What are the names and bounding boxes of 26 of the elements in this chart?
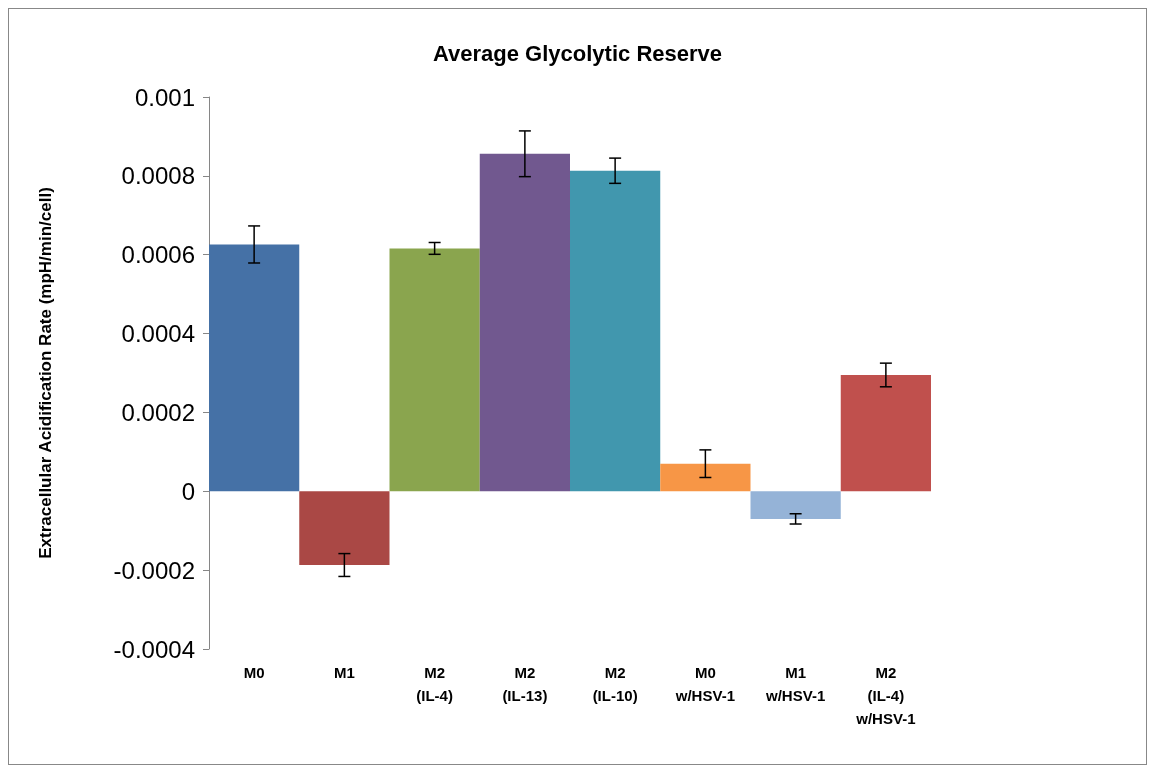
bar [209,244,300,492]
y-tick-label: 0.0006 [121,241,195,269]
x-tick-label: M0 [243,664,265,681]
y-tick-label: -0.0004 [113,635,195,663]
y-tick-label: -0.0002 [113,556,195,584]
x-tick-label: M2 (IL-13) [502,664,548,704]
x-tick-label: M1 w/HSV-1 [765,664,826,704]
x-tick-label: M2 (IL-4) [416,664,453,704]
chart-title: Average Glycolytic Reserve [432,40,723,66]
x-tick-label: M1 [333,664,355,681]
y-tick-label: 0 [181,477,195,505]
bar [840,374,931,492]
bar [660,463,751,492]
y-tick-label: 0.0002 [121,398,195,426]
bar [299,491,390,566]
bar [479,153,570,492]
y-tick-label: 0.0008 [121,162,195,190]
y-tick-label: 0.001 [134,83,195,111]
y-tick-label: 0.0004 [121,320,195,348]
y-axis-title: Extracellular Acidification Rate (mpH/min/cell) [36,187,55,559]
bar [570,170,661,492]
x-tick-label: M2 (IL-4) w/HSV-1 [855,664,916,727]
x-tick-label: M0 w/HSV-1 [674,664,735,704]
bar [750,491,841,519]
bar [389,248,480,492]
x-tick-label: M2 (IL-10) [592,664,638,704]
